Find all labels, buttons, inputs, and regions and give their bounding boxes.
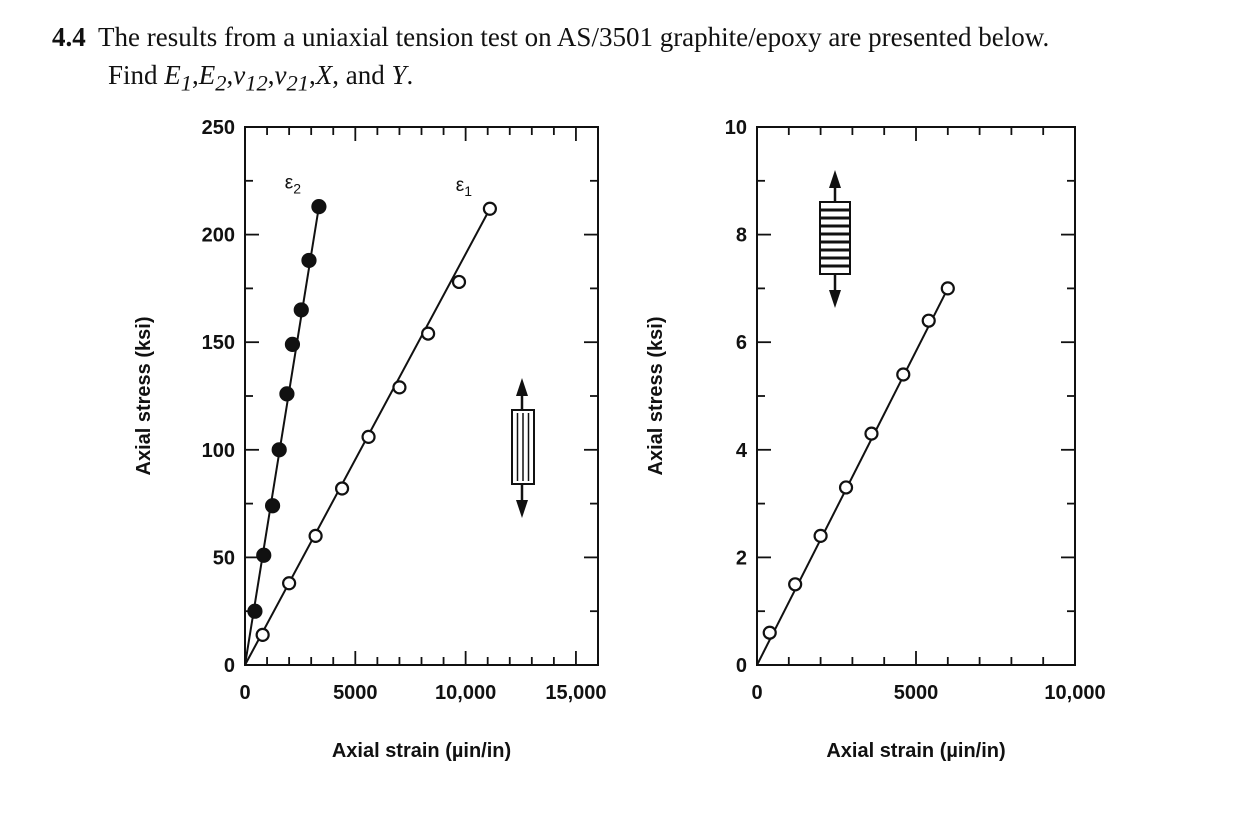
find-nu12: ν12 (233, 60, 268, 96)
y-tick-label: 6 (736, 332, 747, 354)
data-point (247, 603, 263, 619)
series-label: ε2 (285, 173, 301, 197)
series-1: ε1 (244, 175, 497, 666)
find-and: and (345, 60, 385, 90)
data-point (838, 480, 854, 495)
find-x: X (315, 60, 333, 90)
fit-line (756, 287, 949, 666)
data-point (255, 627, 270, 642)
series-2: ε2 (244, 173, 327, 666)
x-tick-label: 10,000 (1044, 682, 1105, 704)
series-1 (756, 281, 955, 666)
problem-text: The results from a uniaxial tension test… (98, 22, 1050, 52)
x-axis-title: Axial strain (µin/in) (332, 740, 511, 762)
data-point (451, 274, 467, 290)
data-point (256, 547, 272, 563)
x-tick-label: 15,000 (545, 682, 606, 704)
up-arrow-icon (516, 378, 528, 396)
data-point (921, 313, 936, 328)
find-y: Y (391, 60, 407, 90)
fit-line (244, 206, 320, 666)
data-point (361, 429, 376, 444)
find-label: Find (108, 60, 158, 90)
y-tick-label: 4 (736, 440, 748, 462)
data-point (264, 498, 281, 514)
problem-line-1: 4.4 The results from a uniaxial tension … (52, 18, 1232, 56)
x-axis-title: Axial strain (µin/in) (826, 740, 1005, 762)
plot-frame (756, 126, 1076, 666)
data-point (293, 302, 309, 318)
x-tick-label: 0 (239, 682, 250, 704)
x-tick-label: 0 (751, 682, 762, 704)
y-tick-label: 100 (202, 440, 235, 462)
y-axis-title: Axial stress (ksi) (133, 317, 155, 476)
data-point (334, 481, 350, 496)
problem-line-2: Find E1,E2,ν12,ν21,X, and Y. (108, 60, 414, 96)
down-arrow-icon (829, 290, 841, 308)
y-tick-label: 0 (736, 655, 747, 677)
data-point (940, 281, 955, 296)
specimen-strip (819, 201, 851, 275)
x-tick-label: 5000 (333, 682, 378, 704)
y-tick-label: 50 (213, 547, 235, 569)
down-arrow-icon (516, 500, 528, 518)
x-tick-label: 10,000 (435, 682, 496, 704)
data-point (421, 326, 436, 341)
y-tick-label: 0 (224, 655, 235, 677)
longitudinal-test-plot: 0 5000 10,000 15,000 0 50 100 150 200 250 Axial st… (133, 117, 607, 762)
data-point (279, 386, 295, 402)
data-point (282, 576, 297, 591)
find-e1: E1 (164, 60, 193, 96)
find-nu21: ν21 (274, 60, 309, 96)
y-tick-label: 200 (202, 225, 235, 247)
y-tick-label: 10 (725, 117, 747, 139)
data-point (762, 625, 777, 640)
data-point (301, 252, 317, 269)
x-tick-label: 5000 (894, 682, 939, 704)
plot-frame (244, 126, 599, 666)
specimen-icon (511, 378, 535, 518)
data-point (392, 380, 407, 395)
up-arrow-icon (829, 170, 841, 188)
data-point (896, 367, 911, 382)
y-axis-title: Axial stress (ksi) (645, 317, 667, 476)
data-point (482, 201, 497, 216)
data-point (308, 528, 323, 543)
data-point (271, 442, 287, 458)
problem-number: 4.4 (52, 22, 86, 52)
data-point (813, 528, 828, 543)
transverse-test-plot: 0 5000 10,000 0 2 4 6 8 10 Axial strain (µin/in) A… (645, 117, 1106, 762)
y-tick-label: 8 (736, 225, 747, 247)
data-point (284, 336, 301, 352)
specimen-icon (819, 170, 851, 308)
data-point (788, 577, 803, 592)
y-tick-label: 2 (736, 547, 747, 569)
data-point (864, 426, 879, 441)
y-tick-label: 250 (202, 117, 235, 139)
data-point (311, 199, 327, 215)
y-tick-label: 150 (202, 332, 235, 354)
find-e2: E2 (198, 60, 227, 96)
series-label: ε1 (456, 175, 472, 199)
problem-statement: 4.4 The results from a uniaxial tension … (52, 18, 1232, 102)
